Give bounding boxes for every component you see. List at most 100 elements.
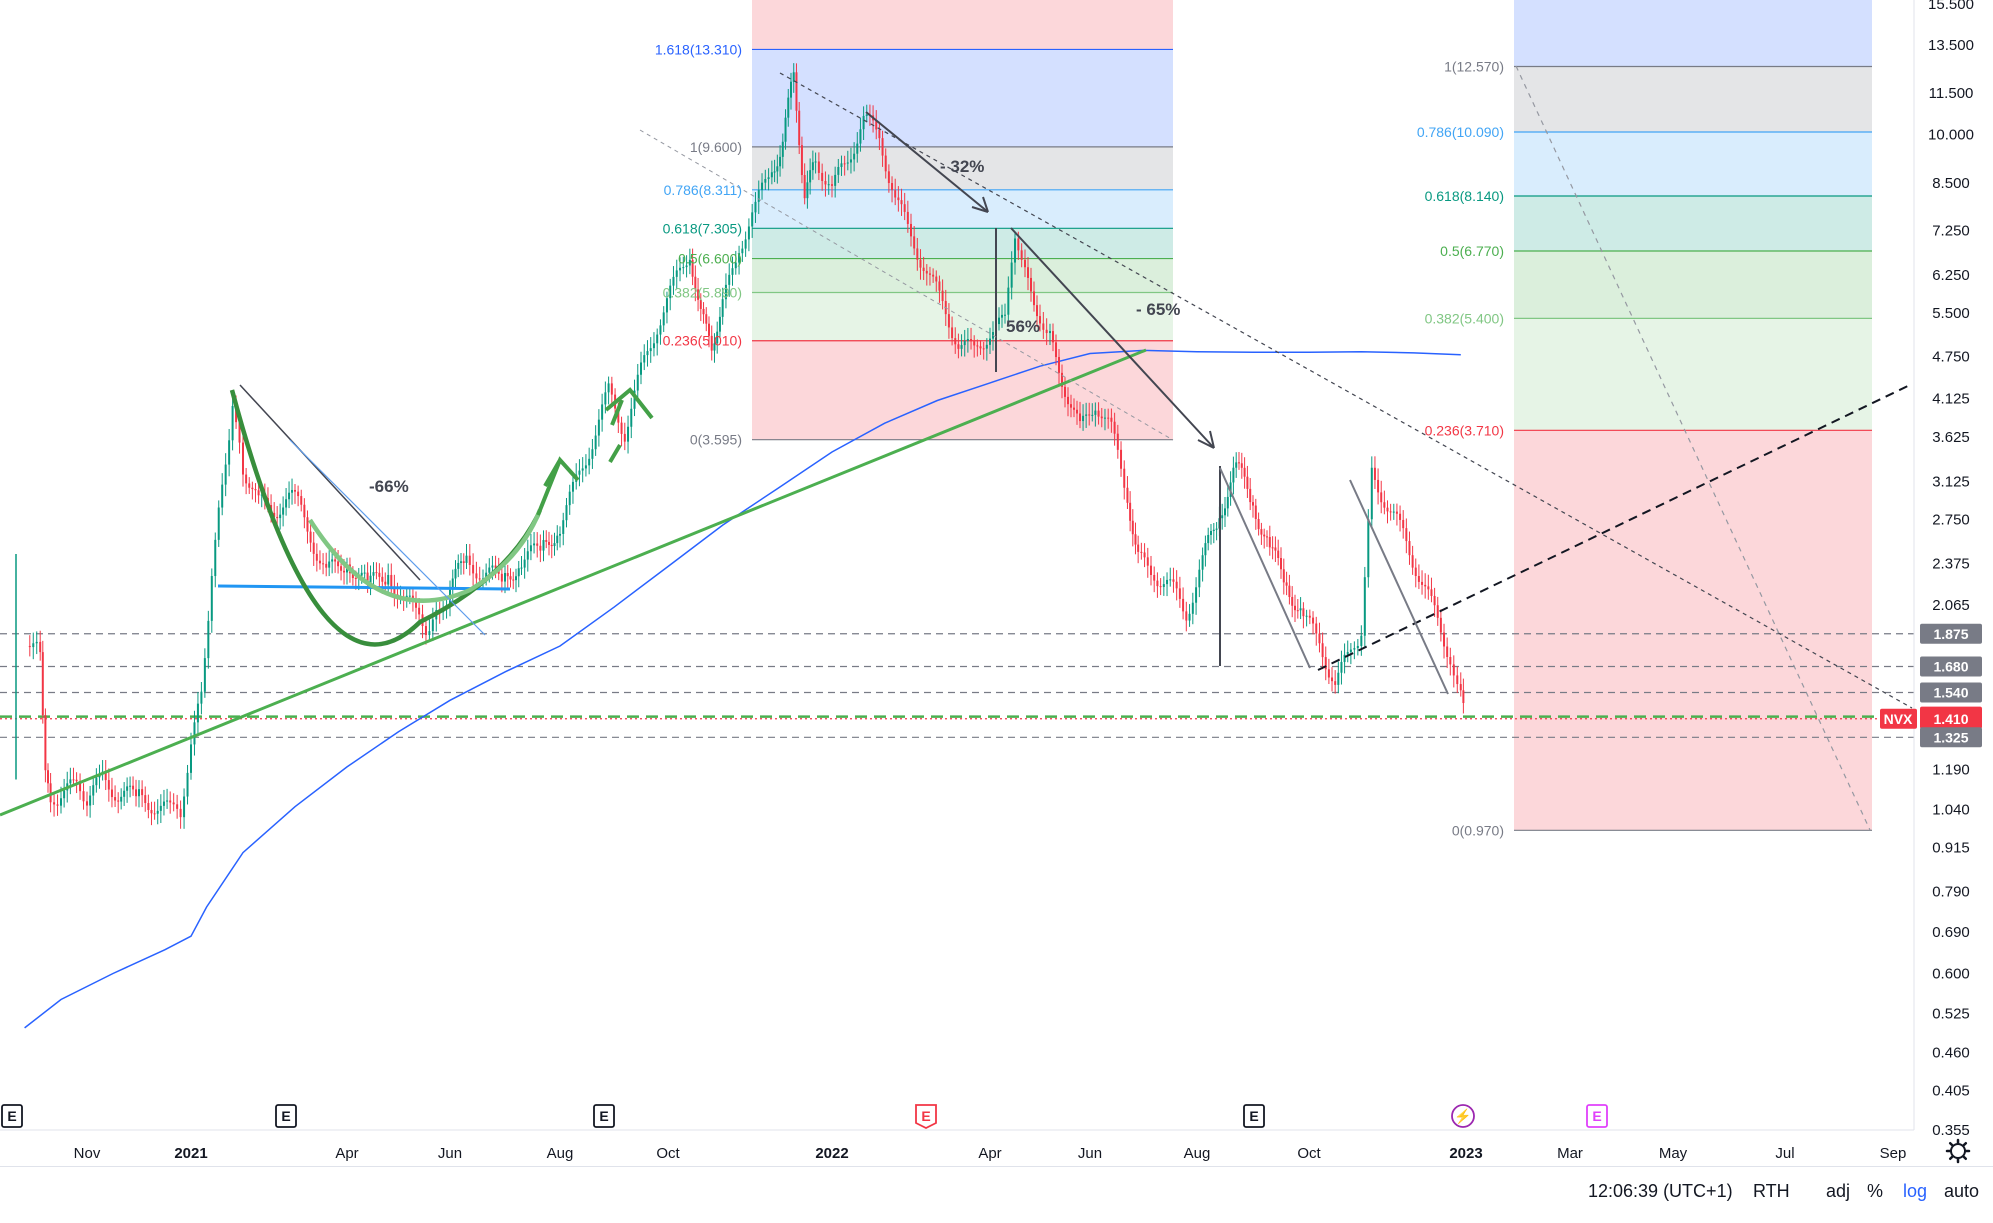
candle-body bbox=[1373, 467, 1376, 480]
downtrend-line bbox=[239, 384, 421, 581]
candle-body bbox=[1240, 463, 1243, 468]
fib2-level-label: 0.382(5.400) bbox=[1425, 310, 1504, 326]
candle-body bbox=[1162, 584, 1165, 587]
percent-scale-toggle[interactable]: % bbox=[1867, 1181, 1884, 1201]
candle-body bbox=[859, 129, 862, 144]
candle-body bbox=[288, 492, 291, 500]
time-axis-tick: 2023 bbox=[1449, 1145, 1482, 1162]
time-axis[interactable]: Nov 2021 Apr Jun Aug Oct 2022 Apr Jun Aug Oct 2023 M… bbox=[0, 1129, 1914, 1162]
candle-body bbox=[294, 489, 296, 492]
dashed-trendline bbox=[1515, 65, 1871, 831]
candle-body bbox=[183, 796, 186, 818]
candle-body bbox=[1215, 528, 1218, 530]
horizontal-levels-layer bbox=[0, 633, 1914, 738]
auto-scale-toggle[interactable]: auto bbox=[1944, 1181, 1980, 1201]
dashed-trendline bbox=[639, 129, 1174, 441]
candle-body bbox=[1263, 534, 1266, 537]
fib2-level-label: 1(12.570) bbox=[1444, 58, 1504, 74]
candle-body bbox=[1149, 565, 1152, 575]
candle-body bbox=[1433, 595, 1436, 606]
candle-body bbox=[135, 789, 138, 797]
session-toggle-rth[interactable]: RTH bbox=[1753, 1181, 1790, 1201]
candle-body bbox=[408, 595, 411, 597]
candle-body bbox=[979, 346, 982, 349]
candle-body bbox=[196, 703, 199, 723]
candle-body bbox=[334, 559, 337, 562]
candle-body bbox=[562, 520, 565, 534]
candle-body bbox=[728, 274, 731, 285]
candle-body bbox=[200, 691, 203, 704]
time-axis-tick: May bbox=[1659, 1145, 1688, 1162]
candle-body bbox=[1395, 511, 1398, 514]
candle-body bbox=[708, 323, 710, 336]
candle-body bbox=[617, 408, 620, 423]
price-axis-tick: 2.750 bbox=[1932, 512, 1970, 529]
candle-body bbox=[536, 543, 539, 546]
candle-body bbox=[428, 631, 431, 636]
candle-body bbox=[1456, 675, 1459, 685]
candle-body bbox=[1007, 287, 1010, 315]
candle-body bbox=[1207, 534, 1210, 544]
adjust-toggle[interactable]: adj bbox=[1826, 1181, 1851, 1201]
candle-body bbox=[89, 795, 92, 806]
candle-body bbox=[792, 72, 795, 82]
price-badge: 1.875 bbox=[1920, 623, 1982, 644]
candle-body bbox=[568, 491, 571, 506]
candle-body bbox=[741, 248, 744, 254]
candle-body bbox=[610, 383, 613, 395]
price-axis[interactable]: 15.500 13.500 11.500 10.000 8.500 7.250 6.250 5… bbox=[1913, 0, 1974, 1139]
candle-body bbox=[1360, 635, 1363, 646]
candle-body bbox=[63, 790, 66, 799]
price-axis-tick: 0.405 bbox=[1932, 1083, 1970, 1100]
settings-gear-icon[interactable] bbox=[1945, 1138, 1971, 1164]
fib2-level-label: 0.236(3.710) bbox=[1425, 422, 1504, 438]
candle-body bbox=[176, 804, 179, 809]
candle-body bbox=[1288, 585, 1291, 597]
fib1-zone bbox=[752, 258, 1173, 293]
candle-body bbox=[665, 298, 668, 313]
price-axis-tick: 0.460 bbox=[1932, 1045, 1970, 1062]
candle-body bbox=[86, 801, 88, 806]
candle-body bbox=[285, 499, 288, 508]
candle-body bbox=[1082, 415, 1085, 422]
candle-body bbox=[1169, 579, 1172, 581]
candle-body bbox=[1402, 519, 1405, 529]
candle-body bbox=[1299, 608, 1302, 611]
log-scale-toggle[interactable]: log bbox=[1903, 1181, 1928, 1201]
candle-body bbox=[652, 343, 655, 349]
candle-body bbox=[1014, 238, 1016, 263]
time-axis-tick: Aug bbox=[547, 1145, 574, 1162]
time-axis-tick: Sep bbox=[1880, 1145, 1907, 1162]
candle-body bbox=[1172, 579, 1175, 582]
candle-body bbox=[291, 489, 294, 493]
candle-body bbox=[916, 248, 919, 260]
candle-body bbox=[747, 226, 750, 240]
candle-body bbox=[957, 344, 960, 349]
symbol-badge: NVX bbox=[1880, 708, 1917, 729]
candle-body bbox=[485, 572, 488, 579]
fib1-level-label: 0.786(8.311) bbox=[664, 182, 742, 198]
candle-body bbox=[297, 491, 300, 497]
candle-body bbox=[604, 392, 607, 405]
candle-body bbox=[1399, 513, 1402, 520]
candle-body bbox=[1291, 596, 1294, 606]
candle-body bbox=[710, 335, 713, 351]
candle-body bbox=[1020, 250, 1023, 260]
time-axis-tick: Oct bbox=[1297, 1145, 1321, 1162]
candle-body bbox=[1367, 519, 1370, 578]
candle-body bbox=[834, 174, 837, 186]
candle-body bbox=[1033, 291, 1035, 306]
downtrend-line bbox=[289, 439, 486, 636]
candle-body bbox=[656, 334, 659, 344]
candle-body bbox=[1353, 648, 1356, 650]
candle-body bbox=[506, 573, 509, 577]
candle-body bbox=[553, 543, 556, 547]
fib1-level-label: 0(3.595) bbox=[690, 432, 742, 448]
candle-body bbox=[120, 796, 123, 802]
candle-body bbox=[787, 97, 790, 118]
candle-body bbox=[542, 540, 545, 551]
candle-body bbox=[340, 566, 343, 571]
price-axis-tick: 1.190 bbox=[1932, 761, 1970, 778]
price-axis-tick: 4.125 bbox=[1932, 391, 1970, 408]
